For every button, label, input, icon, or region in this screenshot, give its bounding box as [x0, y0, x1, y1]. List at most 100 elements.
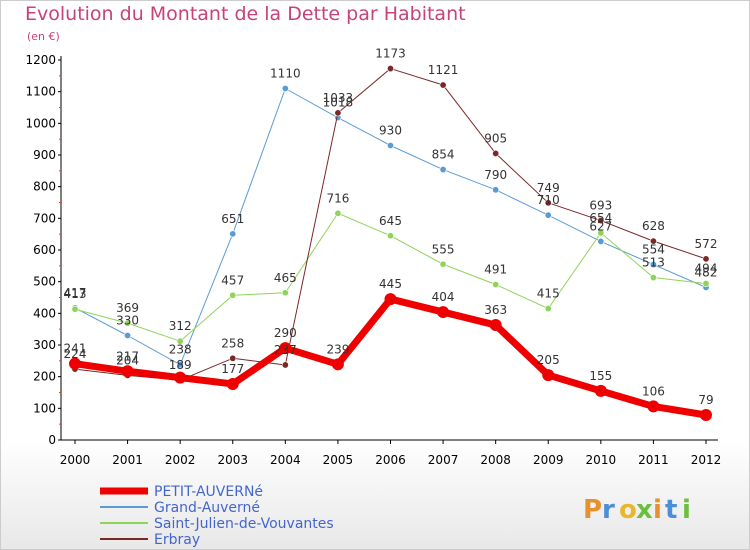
x-tick-label: 2011	[638, 453, 669, 467]
legend-label: Saint-Julien-de-Vouvantes	[154, 516, 334, 532]
data-point	[439, 166, 447, 174]
data-label: 224	[64, 347, 87, 361]
y-tick-label: 200	[33, 370, 56, 384]
data-label: 189	[169, 358, 192, 372]
data-point	[331, 358, 344, 371]
data-label: 645	[379, 214, 402, 228]
data-point	[229, 230, 237, 238]
data-point	[281, 361, 289, 369]
y-tick-label: 400	[33, 306, 56, 320]
data-point	[121, 365, 134, 378]
x-tick-label: 2004	[270, 453, 301, 467]
legend-label: PETIT-AUVERNé	[154, 484, 263, 500]
data-label: 710	[537, 193, 560, 207]
logo-letter: x	[636, 495, 653, 525]
data-label: 155	[589, 369, 612, 383]
data-label: 572	[695, 237, 718, 251]
chart-unit-label: (en €)	[27, 30, 60, 43]
data-label: 554	[642, 243, 665, 257]
y-tick-label: 700	[33, 211, 56, 225]
logo-letter: t	[665, 495, 677, 525]
data-label: 239	[326, 342, 349, 356]
data-point	[489, 319, 502, 332]
x-tick-label: 2000	[60, 453, 91, 467]
data-label: 1018	[323, 96, 354, 110]
data-point	[174, 371, 187, 384]
data-label: 465	[274, 271, 297, 285]
data-point	[649, 237, 657, 245]
data-point	[702, 280, 710, 288]
data-point	[597, 237, 605, 245]
x-tick-label: 2001	[112, 453, 143, 467]
data-label: 312	[169, 319, 192, 333]
y-tick-label: 100	[33, 401, 56, 415]
data-label: 217	[116, 349, 139, 363]
data-label: 238	[169, 343, 192, 357]
data-label: 415	[537, 287, 560, 301]
data-label: 693	[589, 199, 612, 213]
data-label: 177	[221, 362, 244, 376]
x-tick-label: 2008	[480, 453, 511, 467]
chart-title: Evolution du Montant de la Dette par Hab…	[25, 3, 466, 25]
data-point	[492, 281, 500, 289]
data-point	[229, 354, 237, 362]
data-point	[281, 289, 289, 297]
data-point	[386, 142, 394, 150]
data-label: 106	[642, 384, 665, 398]
data-label: 627	[589, 219, 612, 233]
x-tick-label: 2009	[533, 453, 564, 467]
data-point	[544, 199, 552, 207]
y-tick-label: 600	[33, 243, 56, 257]
data-label: 457	[221, 273, 244, 287]
data-point	[700, 408, 712, 421]
data-label: 716	[326, 191, 349, 205]
data-label: 513	[642, 256, 665, 270]
data-point	[124, 319, 132, 327]
data-point	[649, 261, 657, 269]
data-label: 404	[432, 290, 455, 304]
legend-label: Erbray	[154, 532, 200, 548]
data-point	[384, 293, 397, 306]
data-point	[597, 217, 605, 225]
logo-letter: i	[682, 495, 691, 525]
data-label: 258	[221, 336, 244, 350]
data-label: 204	[116, 353, 139, 367]
y-tick-label: 1200	[25, 53, 56, 67]
legend-label: Grand-Auverné	[154, 500, 260, 516]
data-point	[597, 229, 605, 237]
series-layer	[69, 65, 712, 421]
data-label: 363	[484, 303, 507, 317]
data-label: 1033	[323, 91, 354, 105]
y-tick-label: 0	[48, 433, 56, 447]
series-line	[74, 295, 707, 419]
data-label: 905	[484, 131, 507, 145]
data-label: 555	[432, 242, 455, 256]
data-point	[647, 400, 660, 413]
data-label: 79	[698, 393, 713, 407]
data-point	[334, 109, 342, 117]
data-point	[176, 337, 184, 345]
data-label: 749	[537, 181, 560, 195]
data-label: 491	[484, 263, 507, 277]
data-point	[544, 211, 552, 219]
x-tick-label: 2012	[691, 453, 722, 467]
data-point	[71, 305, 79, 313]
data-point	[226, 377, 239, 390]
data-point	[229, 291, 237, 299]
y-tick-label: 300	[33, 338, 56, 352]
data-point	[281, 85, 289, 93]
logo-letter: i	[653, 495, 662, 525]
data-point	[542, 369, 555, 382]
data-point	[69, 357, 81, 370]
data-point	[176, 361, 184, 369]
data-label: 482	[695, 265, 718, 279]
data-label: 1121	[428, 63, 459, 77]
data-point	[649, 274, 657, 282]
data-label: 241	[64, 342, 87, 356]
logo-letter: o	[619, 495, 637, 525]
data-point	[492, 149, 500, 157]
data-label: 369	[116, 301, 139, 315]
